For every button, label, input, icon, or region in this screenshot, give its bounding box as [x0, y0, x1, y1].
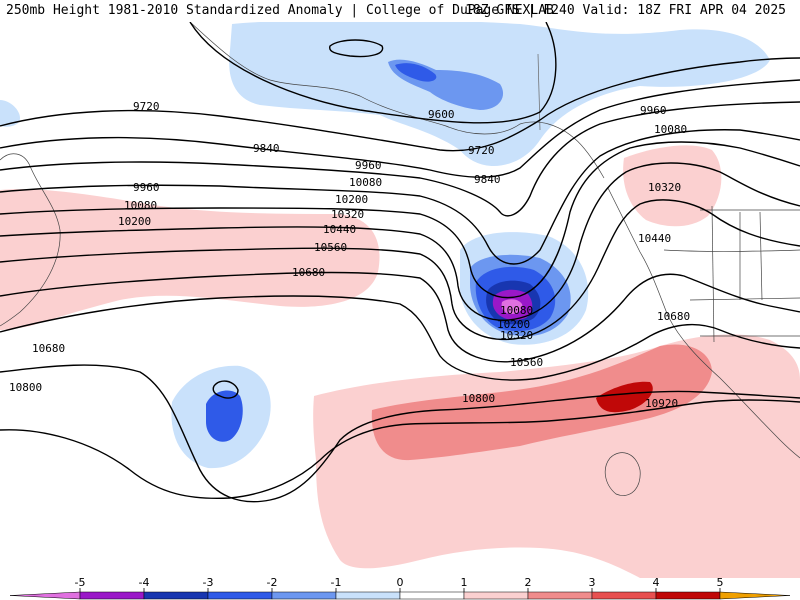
svg-text:10680: 10680	[32, 342, 65, 355]
contour-labels: 9600 9720 9720 9840 9840 9960 9960 9960 …	[9, 100, 690, 410]
colorbar-tick-label: -2	[267, 576, 278, 589]
colorbar-swatch	[271, 591, 337, 600]
pos-anomaly-west-pacific	[0, 189, 380, 330]
contour-label: 10320	[331, 208, 364, 221]
svg-text:10800: 10800	[462, 392, 495, 405]
svg-text:10080: 10080	[349, 176, 382, 189]
contour-label: 10560	[510, 356, 543, 369]
svg-text:10200: 10200	[118, 215, 151, 228]
contour-label: 10200	[497, 318, 530, 331]
contour-label: 10800	[9, 381, 42, 394]
contour-label: 9600	[428, 108, 455, 121]
svg-text:10800: 10800	[9, 381, 42, 394]
map-title: 250mb Height 1981-2010 Standardized Anom…	[6, 3, 554, 18]
contour-label: 9720	[133, 100, 160, 113]
colorbar-tick-label: 0	[397, 576, 404, 589]
svg-text:10320: 10320	[500, 329, 533, 342]
svg-text:9960: 9960	[133, 181, 160, 194]
contour-label: 10680	[32, 342, 65, 355]
height-contours	[0, 22, 800, 503]
svg-text:9720: 9720	[468, 144, 495, 157]
colorbar-swatch	[79, 591, 145, 600]
svg-text:9840: 9840	[474, 173, 501, 186]
svg-text:10320: 10320	[648, 181, 681, 194]
svg-text:9840: 9840	[253, 142, 280, 155]
svg-text:10440: 10440	[638, 232, 671, 245]
colorbar-tick-label: -1	[331, 576, 342, 589]
svg-text:9960: 9960	[640, 104, 667, 117]
svg-text:10440: 10440	[323, 223, 356, 236]
model-valid-time: 18Z GFS | F240 Valid: 18Z FRI APR 04 202…	[465, 3, 786, 18]
contour-label: 10680	[657, 310, 690, 323]
colorbar-tick-label: -5	[75, 576, 86, 589]
contour-label: 9960	[133, 181, 160, 194]
svg-text:10560: 10560	[510, 356, 543, 369]
colorbar-swatch	[335, 591, 401, 600]
contour-label: 10200	[335, 193, 368, 206]
anomaly-map: 9600 9720 9720 9840 9840 9960 9960 9960 …	[0, 22, 800, 578]
colorbar-swatch	[463, 591, 529, 600]
contour-label: 10320	[500, 329, 533, 342]
colorbar-tick-label: 5	[717, 576, 724, 589]
colorbar-tick-label: 3	[589, 576, 596, 589]
contour-label: 10080	[349, 176, 382, 189]
colorbar-swatch	[719, 591, 791, 600]
svg-text:10200: 10200	[497, 318, 530, 331]
contour-label: 10080	[654, 123, 687, 136]
contour-label: 9960	[355, 159, 382, 172]
svg-text:10200: 10200	[335, 193, 368, 206]
colorbar-swatch	[655, 591, 721, 600]
contour-label: 10080	[500, 304, 533, 317]
colorbar-swatch	[9, 591, 81, 600]
contour-label: 10440	[323, 223, 356, 236]
contour-label: 10800	[462, 392, 495, 405]
colorbar-ticks: -5 -4 -3 -2 -1 0 1 2 3 4 5	[75, 576, 724, 592]
contour-label: 10200	[118, 215, 151, 228]
colorbar-tick-label: 2	[525, 576, 532, 589]
contour-label: 10320	[648, 181, 681, 194]
svg-text:9600: 9600	[428, 108, 455, 121]
contour-label: 10920	[645, 397, 678, 410]
contour-label: 10080	[124, 199, 157, 212]
contour-label: 9840	[474, 173, 501, 186]
colorbar-swatch	[399, 591, 465, 600]
colorbar-swatch	[527, 591, 593, 600]
colorbar-tick-label: 1	[461, 576, 468, 589]
svg-text:10680: 10680	[292, 266, 325, 279]
contour-label: 10560	[314, 241, 347, 254]
contour-label: 9960	[640, 104, 667, 117]
anomaly-colorbar: -5 -4 -3 -2 -1 0 1 2 3 4 5	[9, 576, 791, 600]
colorbar-swatches	[9, 591, 791, 600]
svg-text:10920: 10920	[645, 397, 678, 410]
colorbar-swatch	[591, 591, 657, 600]
contour-label: 10680	[292, 266, 325, 279]
svg-text:10080: 10080	[654, 123, 687, 136]
svg-text:9960: 9960	[355, 159, 382, 172]
svg-text:9720: 9720	[133, 100, 160, 113]
colorbar-tick-label: 4	[653, 576, 660, 589]
pos-anomaly-subtropical-core	[596, 381, 653, 413]
colorbar-swatch	[207, 591, 273, 600]
colorbar-tick-label: -4	[139, 576, 150, 589]
contour-label: 10440	[638, 232, 671, 245]
svg-text:10080: 10080	[500, 304, 533, 317]
contour-label: 9720	[468, 144, 495, 157]
svg-text:10080: 10080	[124, 199, 157, 212]
svg-text:10560: 10560	[314, 241, 347, 254]
svg-text:10680: 10680	[657, 310, 690, 323]
svg-text:10320: 10320	[331, 208, 364, 221]
neg-anomaly-alaska-inner	[395, 63, 437, 82]
contour-label: 9840	[253, 142, 280, 155]
colorbar-swatch	[143, 591, 209, 600]
colorbar-tick-label: -3	[203, 576, 214, 589]
